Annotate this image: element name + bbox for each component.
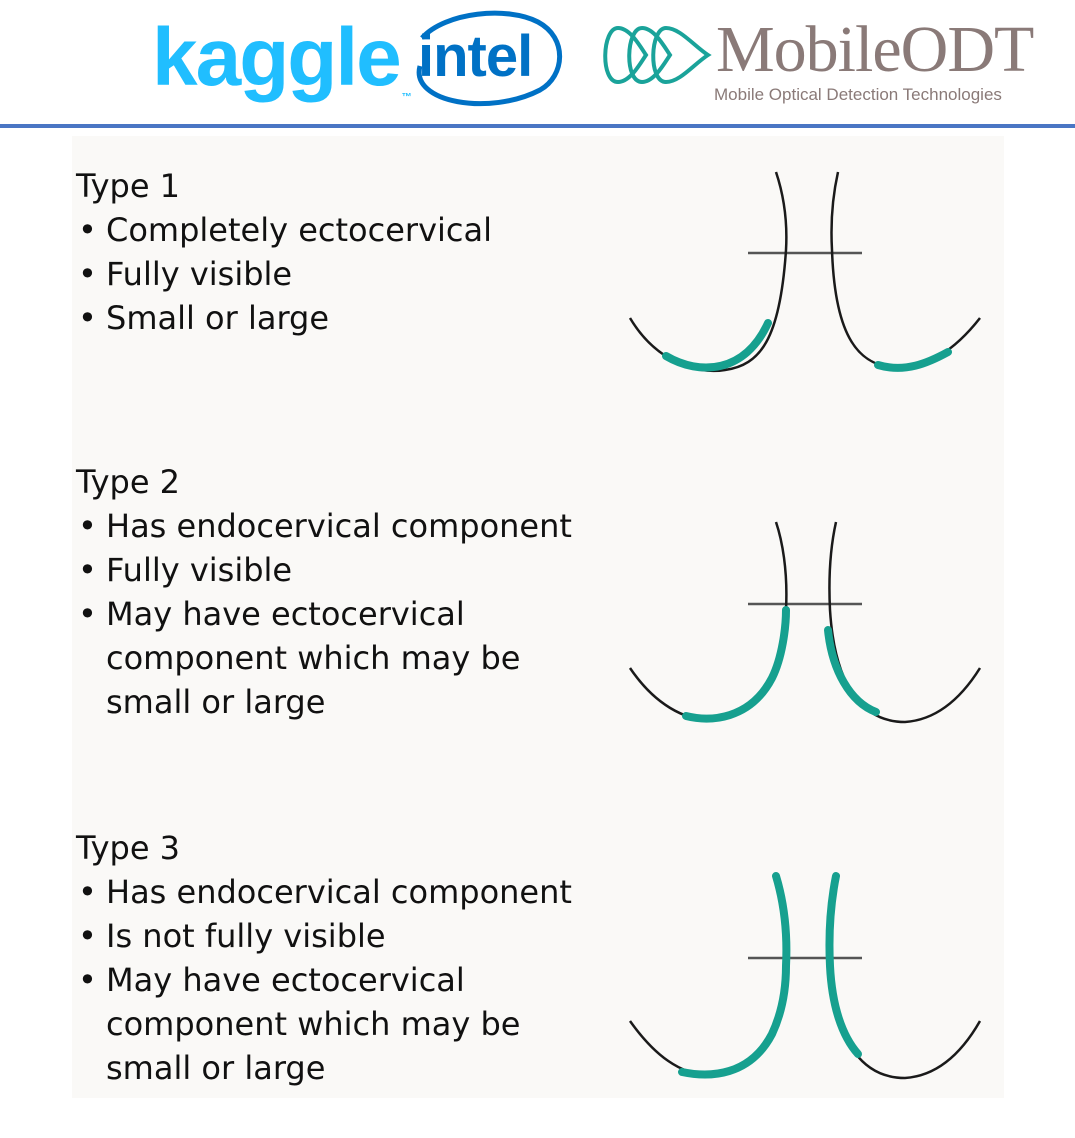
type-3-diagram (628, 872, 982, 1080)
type-1-bullet: Small or large (76, 296, 492, 340)
mobileodt-logo: MobileODT (716, 13, 1034, 86)
type-2-bullet: May have ectocervical component which ma… (76, 592, 586, 724)
mobileodt-tagline: Mobile Optical Detection Technologies (714, 85, 1002, 104)
header: kaggle ™ intel MobileODT Mobile Optical D… (0, 0, 1075, 128)
type-3-text: Type 3 Has endocervical component Is not… (76, 826, 586, 1090)
type-1-left-outline (628, 171, 788, 373)
type-3-left-transformation-zone (678, 872, 791, 1079)
type-1-title: Type 1 (76, 167, 181, 205)
header-divider (0, 124, 1075, 128)
type-2-title: Type 2 (76, 463, 181, 501)
type-3-title: Type 3 (76, 829, 181, 867)
intel-logo: intel (418, 24, 533, 89)
type-3-bullet: Has endocervical component (76, 870, 586, 914)
type-2-text: Type 2 Has endocervical component Fully … (76, 460, 586, 724)
type-2-diagram (628, 521, 982, 724)
type-1-left-transformation-zone (662, 319, 772, 372)
type-2-left-transformation-zone (682, 606, 790, 723)
type-3-bullet: Is not fully visible (76, 914, 586, 958)
type-1-text: Type 1 Completely ectocervical Fully vis… (76, 164, 492, 340)
type-3-bullet: May have ectocervical component which ma… (76, 958, 586, 1090)
mobileodt-mark-icon (603, 25, 712, 85)
type-1-diagram (628, 171, 981, 373)
type-1-right-outline (830, 171, 981, 370)
type-2-bullet: Has endocervical component (76, 504, 586, 548)
type-2-bullet: Fully visible (76, 548, 586, 592)
intel-logo-swoosh (416, 10, 562, 107)
type-3-right-transformation-zone (825, 872, 862, 1058)
type-1-bullet: Fully visible (76, 252, 492, 296)
type-1-right-transformation-zone (874, 348, 952, 372)
type-2-right-transformation-zone (824, 626, 880, 716)
type-1-bullet: Completely ectocervical (76, 208, 492, 252)
kaggle-logo: kaggle ™ (152, 12, 412, 103)
